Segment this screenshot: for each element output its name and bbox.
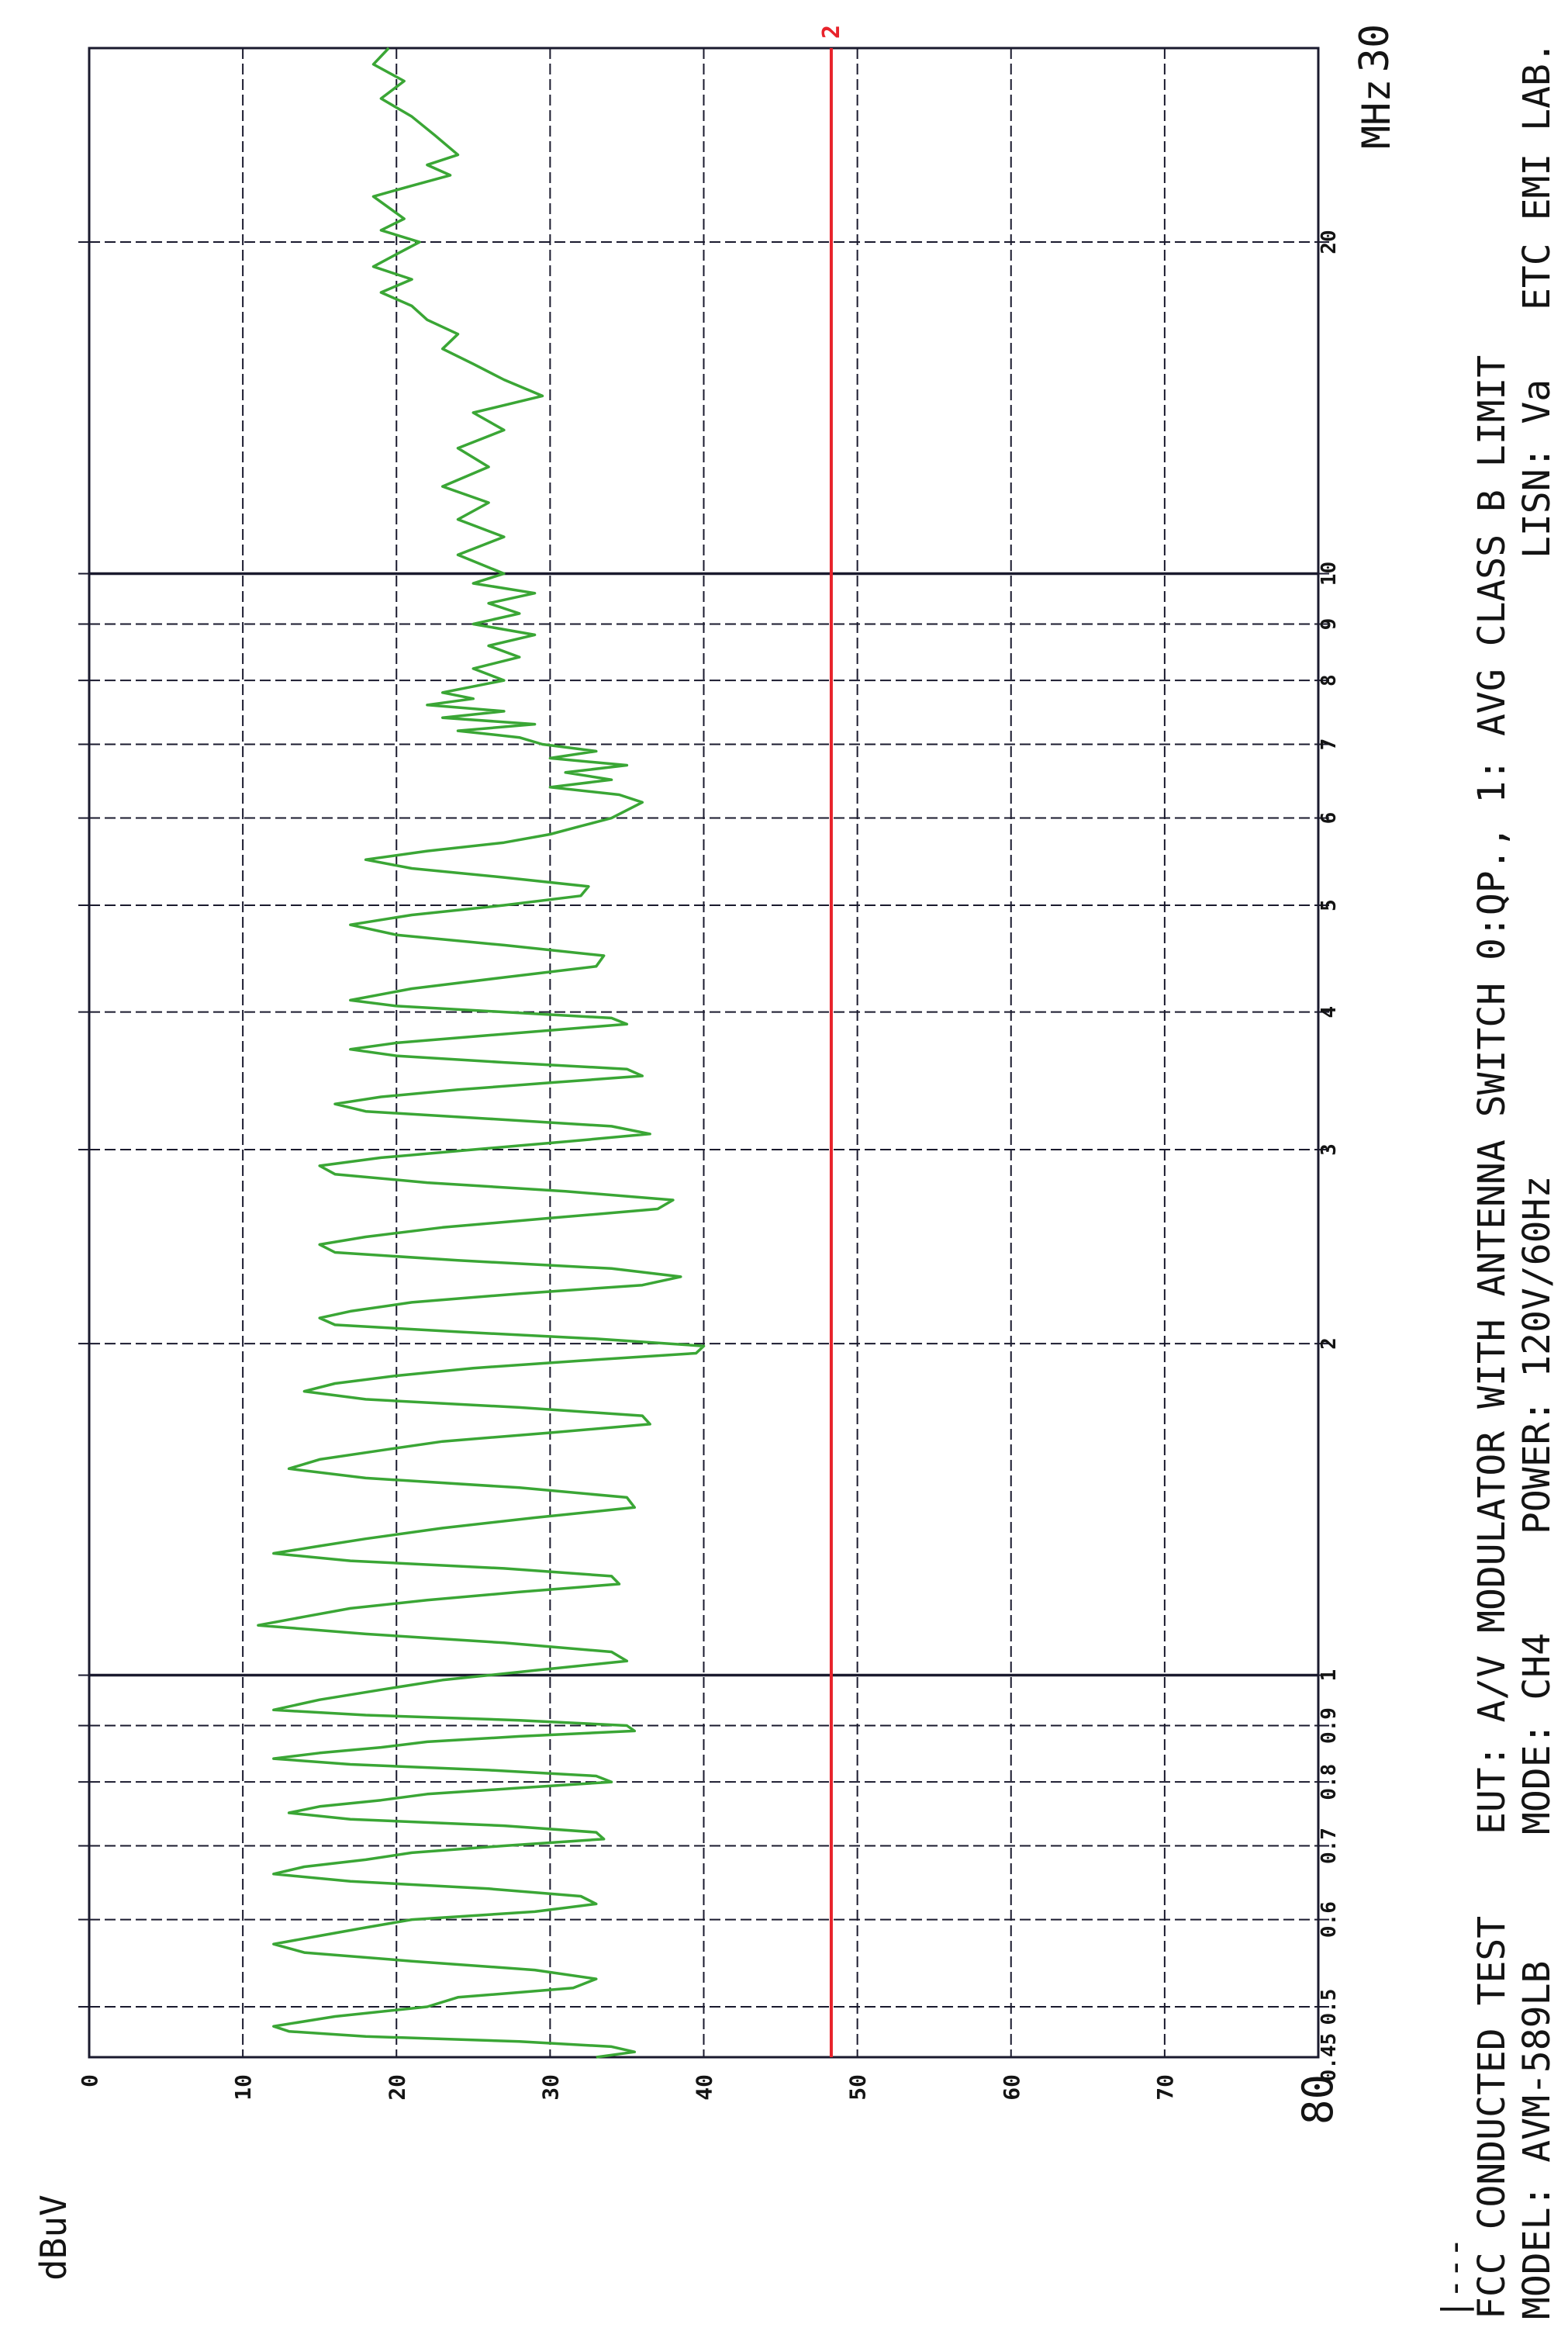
test-info-footer: |--- FCC CONDUCTED TEST MODEL: AVM-589LB… — [1435, 41, 1559, 2319]
x-tick-label: 0.9 — [1318, 1707, 1341, 1744]
y-tick-label: 70 — [1152, 2074, 1178, 2101]
limit-line-label: 2 — [818, 25, 845, 39]
x-tick-label: 1 — [1318, 1669, 1341, 1682]
x-tick-label: 3 — [1318, 1143, 1341, 1156]
trace-group — [257, 47, 706, 2059]
y-axis-label: dBuV — [33, 2194, 74, 2281]
x-tick-label: 0.7 — [1318, 1828, 1341, 1864]
y-tick-labels: 0 10 20 30 40 50 60 70 80 — [77, 2074, 1342, 2125]
x-tick-label: 10 — [1318, 562, 1341, 586]
model-label: MODEL: AVM-589LB — [1515, 1961, 1559, 2319]
x-tick-label: 9 — [1318, 618, 1341, 631]
measurement-trace — [257, 47, 706, 2059]
y-tick-label: 30 — [537, 2074, 563, 2101]
x-tick-label: 6 — [1318, 812, 1341, 825]
y-tick-label: 50 — [845, 2074, 871, 2101]
test-title: FCC CONDUCTED TEST — [1470, 1916, 1514, 2319]
x-tick-label: 8 — [1318, 674, 1341, 687]
power-label: POWER: 120V/60Hz — [1515, 1176, 1559, 1534]
x-tick-label: 0.5 — [1318, 1989, 1341, 2025]
x-tick-labels: 0.45 0.5 0.6 0.7 0.8 0.9 1 2 3 4 5 6 7 8 9 10 20 30 — [1318, 24, 1398, 2082]
x-tick-label: 0.6 — [1318, 1901, 1341, 1938]
legend-mark: |--- — [1435, 2237, 1474, 2319]
mode-label: MODE: CH4 — [1515, 1633, 1559, 1835]
x-tick-label: 2 — [1318, 1337, 1341, 1350]
x-tick-label: 5 — [1318, 899, 1341, 911]
eut-description: EUT: A/V MODULATOR WITH ANTENNA SWITCH 0… — [1470, 355, 1514, 1835]
limit-line-group: 2 — [818, 25, 845, 2057]
x-axis-unit-label: MHz — [1354, 79, 1399, 149]
y-tick-label: 80 — [1293, 2074, 1342, 2125]
x-tick-label: 30 — [1352, 24, 1398, 73]
x-tick-label: 7 — [1318, 738, 1341, 751]
x-tick-label: 0.8 — [1318, 1764, 1341, 1800]
x-tick-label: 4 — [1318, 1006, 1341, 1019]
y-tick-label: 10 — [230, 2074, 256, 2101]
y-tick-label: 60 — [999, 2074, 1024, 2101]
lab-label: ETC EMI LAB. — [1515, 41, 1559, 310]
x-tick-label: 0.45 — [1318, 2033, 1341, 2082]
y-tick-label: 0 — [77, 2074, 102, 2087]
y-tick-label: 40 — [692, 2074, 717, 2101]
lisn-label: LISN: Va — [1515, 379, 1559, 559]
x-tick-label: 20 — [1318, 230, 1341, 254]
chart-grid — [78, 47, 1329, 2059]
y-tick-label: 20 — [384, 2074, 409, 2101]
